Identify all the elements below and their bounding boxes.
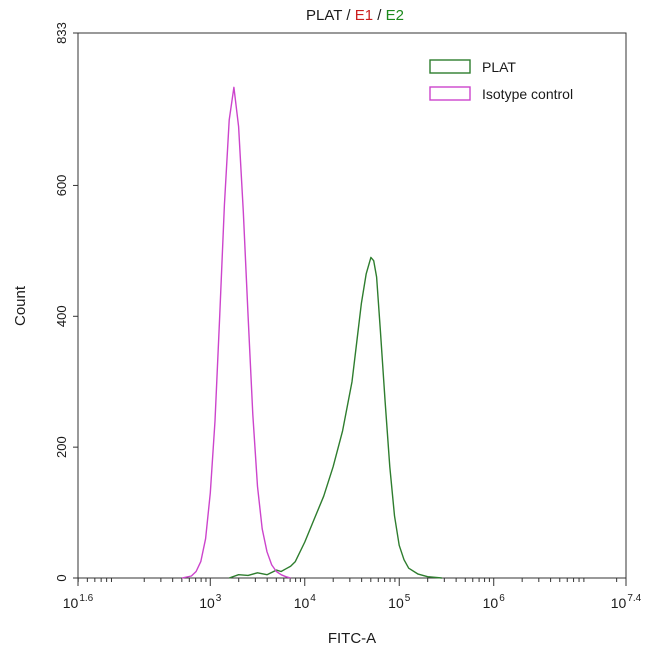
x-tick-label: 104	[294, 593, 317, 611]
legend-swatch-1	[429, 86, 471, 101]
chart-title: PLAT / E1 / E2	[306, 7, 404, 24]
y-axis-label: Count	[12, 285, 29, 326]
legend-label-1: Isotype control	[482, 86, 573, 102]
y-tick-label: 400	[54, 305, 69, 327]
legend-swatch-0	[429, 59, 471, 74]
x-tick-label: 101.6	[63, 593, 94, 611]
y-tick-label: 600	[54, 175, 69, 197]
title-part-1: /	[342, 7, 355, 24]
x-tick-label: 105	[388, 593, 411, 611]
x-axis: 101.6 103 104 105 106 107.4	[63, 578, 642, 611]
title-part-2: E1	[355, 7, 373, 24]
legend-label-0: PLAT	[482, 59, 516, 75]
series-line-0	[228, 256, 442, 579]
series-line-1	[181, 86, 291, 579]
x-tick-label: 107.4	[611, 593, 642, 611]
x-tick-label: 103	[199, 593, 222, 611]
legend: PLAT Isotype control	[429, 59, 573, 102]
y-tick-label: 833	[54, 22, 69, 44]
title-part-4: E2	[386, 7, 404, 24]
y-axis: 0 200 400 600 833	[54, 22, 78, 582]
title-part-0: PLAT	[306, 7, 342, 24]
series-layer	[181, 86, 442, 579]
y-tick-label: 200	[54, 436, 69, 458]
title-part-3: /	[373, 7, 386, 24]
x-tick-label: 106	[483, 593, 506, 611]
y-tick-label: 0	[54, 574, 69, 581]
plot-area	[77, 32, 627, 579]
x-axis-label: FITC-A	[328, 630, 376, 647]
